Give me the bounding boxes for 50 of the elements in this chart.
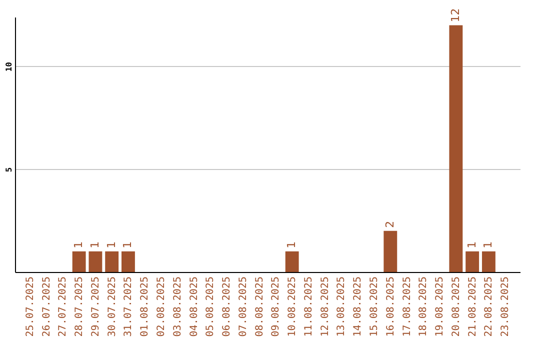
x-tick-label: 14.08.2025 [352, 276, 364, 337]
bar [482, 251, 496, 272]
x-tick-label: 18.08.2025 [418, 276, 430, 337]
x-tick-label: 21.08.2025 [467, 276, 478, 337]
x-tick-label: 05.08.2025 [205, 276, 216, 337]
x-tick-label: 03.08.2025 [172, 276, 184, 337]
x-tick-label: 09.08.2025 [270, 276, 282, 337]
data-label: 12 [448, 8, 462, 22]
x-tick-label: 04.08.2025 [188, 276, 200, 337]
y-tick-label: 10 [4, 62, 14, 72]
x-tick-label: 16.08.2025 [385, 276, 396, 337]
data-label: 1 [482, 241, 495, 248]
bar [88, 251, 102, 272]
x-tick-label: 28.07.2025 [74, 276, 86, 337]
x-tick-label: 15.08.2025 [369, 276, 380, 337]
x-tick-label: 06.08.2025 [222, 276, 233, 337]
x-tick-label: 07.08.2025 [238, 276, 249, 337]
x-tick-label: 11.08.2025 [303, 276, 314, 337]
x-tick-label: 30.07.2025 [106, 276, 118, 337]
bar [449, 25, 463, 272]
data-label: 1 [72, 241, 86, 248]
x-tick-label: 23.08.2025 [500, 276, 512, 337]
x-tick-label: 20.08.2025 [450, 276, 462, 337]
y-tick-label: 5 [4, 167, 14, 172]
data-label: 1 [88, 241, 102, 248]
data-label: 1 [285, 241, 298, 248]
data-label: 1 [121, 241, 134, 248]
x-tick-label: 27.07.2025 [58, 276, 69, 337]
bar [384, 230, 398, 272]
x-tick-label: 17.08.2025 [402, 276, 413, 337]
x-tick-label: 26.07.2025 [41, 276, 52, 337]
x-tick-label: 12.08.2025 [320, 276, 331, 337]
x-tick-label: 10.08.2025 [287, 276, 298, 337]
x-tick-label: 13.08.2025 [336, 276, 348, 337]
x-tick-label: 29.07.2025 [90, 276, 102, 337]
bar [72, 251, 86, 272]
data-label: 1 [465, 241, 478, 248]
x-tick-label: 22.08.2025 [484, 276, 495, 337]
data-label: 1 [104, 241, 118, 248]
bar [122, 251, 135, 272]
x-tick-label: 08.08.2025 [254, 276, 266, 337]
x-tick-label: 01.08.2025 [140, 276, 151, 337]
x-tick-label: 02.08.2025 [156, 276, 167, 337]
x-tick-label: 25.07.2025 [24, 276, 36, 337]
x-tick-label: 19.08.2025 [434, 276, 446, 337]
x-tick-label: 31.07.2025 [123, 276, 134, 337]
bar [105, 251, 119, 272]
bar [285, 251, 299, 272]
bar [466, 251, 480, 272]
data-label: 2 [383, 220, 396, 228]
